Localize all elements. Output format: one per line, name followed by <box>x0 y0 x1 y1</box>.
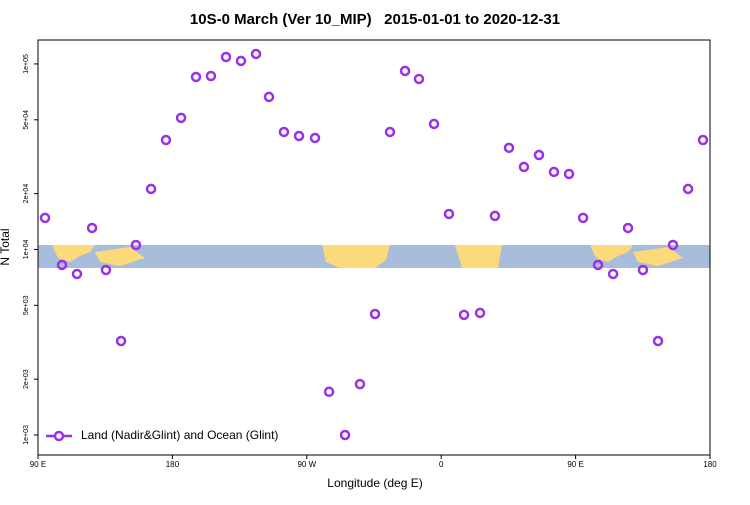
y-tick-label: 1e+05 <box>23 54 30 74</box>
point <box>130 239 142 251</box>
point <box>39 212 51 224</box>
land <box>455 245 502 268</box>
land <box>322 245 390 268</box>
point <box>145 183 157 195</box>
chart-title: 10S-0 March (Ver 10_MIP) 2015-01-01 to 2… <box>190 11 560 28</box>
y-tick-label: 1e+04 <box>23 240 30 260</box>
point <box>518 161 530 173</box>
point <box>100 264 112 276</box>
point <box>622 222 634 234</box>
point <box>323 386 335 398</box>
point <box>443 208 455 220</box>
point <box>190 71 202 83</box>
y-tick-label: 2e+04 <box>23 184 30 204</box>
x-tick-label: 180 <box>166 460 180 469</box>
y-tick-label: 5e+03 <box>23 295 30 315</box>
map-band <box>38 245 710 268</box>
point <box>503 142 515 154</box>
point <box>339 429 351 441</box>
point <box>293 130 305 142</box>
legend-marker <box>53 430 65 442</box>
point <box>413 73 425 85</box>
point <box>399 65 411 77</box>
point <box>278 126 290 138</box>
point <box>86 222 98 234</box>
y-tick-label: 1e+03 <box>23 425 30 445</box>
point <box>697 134 709 146</box>
point <box>667 239 679 251</box>
point <box>160 134 172 146</box>
point <box>71 268 83 280</box>
point <box>235 55 247 67</box>
point <box>607 268 619 280</box>
x-tick-label: 180 <box>703 460 717 469</box>
x-axis-label: Longitude (deg E) <box>327 476 422 490</box>
point <box>533 149 545 161</box>
point <box>489 210 501 222</box>
point <box>115 335 127 347</box>
point <box>263 91 275 103</box>
point <box>354 378 366 390</box>
point <box>220 51 232 63</box>
point <box>175 112 187 124</box>
y-tick-label: 2e+03 <box>23 369 30 389</box>
legend-label: Land (Nadir&Glint) and Ocean (Glint) <box>81 428 278 442</box>
x-tick-label: 90 E <box>567 460 583 469</box>
point <box>474 307 486 319</box>
point <box>250 48 262 60</box>
point <box>577 212 589 224</box>
x-tick-label: 90 E <box>30 460 46 469</box>
point <box>428 118 440 130</box>
point <box>384 126 396 138</box>
y-axis-label: N Total <box>0 228 12 265</box>
point <box>563 168 575 180</box>
point <box>592 259 604 271</box>
point <box>652 335 664 347</box>
point <box>369 308 381 320</box>
y-tick-label: 5e+04 <box>23 110 30 130</box>
point <box>682 183 694 195</box>
plot-frame <box>37 39 711 456</box>
x-tick-label: 90 W <box>297 460 316 469</box>
point <box>458 309 470 321</box>
point <box>56 259 68 271</box>
point <box>548 166 560 178</box>
land <box>590 245 683 266</box>
point <box>205 70 217 82</box>
point <box>637 264 649 276</box>
point <box>309 132 321 144</box>
land <box>52 245 145 266</box>
x-tick-label: 0 <box>439 460 444 469</box>
